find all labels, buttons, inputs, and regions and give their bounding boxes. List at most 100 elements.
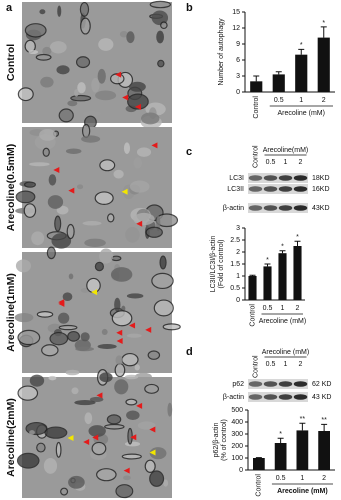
significance: * [296,234,299,241]
row-label: p62 [232,381,244,388]
blot-strip [248,173,308,183]
organelle [15,190,36,204]
organelle [101,328,108,335]
bar [295,54,308,92]
y-tick-label: 500 [231,407,243,414]
organelle [68,273,74,280]
organelle [74,89,79,97]
organelle [137,421,156,430]
x-tick-label: Control [249,304,256,327]
y-tick-label: 3 [236,73,240,80]
error-bar [249,274,256,276]
organelle [71,387,79,395]
organelle [136,147,152,157]
organelle [127,427,133,445]
organelle [151,272,174,290]
bar [250,81,263,92]
band [293,381,308,387]
significance: ** [321,417,327,424]
organelle [159,255,167,270]
organelle [14,312,34,323]
y-tick-label: 0.5 [230,285,240,292]
organelle [28,49,39,55]
band [278,205,293,211]
y-tick-label: 400 [231,419,243,426]
organelle [126,31,135,44]
organelle [55,441,62,458]
organelle [97,68,106,84]
organelle [125,227,140,243]
row-label: β-actin [223,205,244,212]
significance: * [279,431,282,438]
lane-label: 1 [284,361,288,368]
image-label: Arecoline(1mM) [5,273,17,352]
organelle [126,333,142,338]
organelle [68,475,85,489]
organelle [149,0,172,9]
bar [263,266,272,300]
blot-control: Control [252,355,259,378]
organelle [133,157,143,169]
organelle [42,147,50,157]
arrowhead [116,329,123,336]
organelle [65,148,82,154]
organelle [155,213,179,228]
band [263,394,278,400]
organelle [65,369,80,376]
organelle [77,82,86,94]
blot-control: Control [252,145,259,168]
significance: * [266,257,269,264]
y-axis-label: Number of autophagy [218,18,225,86]
organelle [62,292,73,302]
organelle [149,470,165,487]
error-bar [264,263,271,267]
organelle [111,255,122,262]
organelle [121,453,142,460]
x-tick-label: Control [256,474,263,497]
arrowhead [122,94,129,101]
arrowhead [129,322,136,329]
organelle [121,352,139,367]
size-label: 16KD [312,186,330,193]
organelle [88,425,106,437]
error-bar [320,26,327,38]
organelle [124,374,139,380]
organelle [134,364,140,371]
arrowhead [121,188,128,195]
row-label: β-actin [223,394,244,401]
x-axis-label: Arecoline (mM) [277,488,328,495]
y-axis-label: (Fold of control) [218,239,225,288]
organelle [82,110,102,117]
arrowhead [67,434,74,441]
x-tick-label: 1 [299,97,303,104]
organelle [149,447,167,460]
band [278,394,293,400]
x-tick-label: 0.5 [263,305,273,312]
organelle [160,21,168,30]
organelle [67,330,80,342]
organelle [76,184,84,190]
arrowhead [58,300,65,307]
panel-label: c [186,146,192,158]
significance: * [322,20,325,27]
organelle [114,363,126,378]
organelle [75,346,94,352]
organelle [99,159,116,172]
x-axis-label: Arecoline (mM) [278,110,325,117]
y-tick-label: 2 [236,249,240,256]
organelle [43,457,58,474]
organelle [35,53,52,61]
organelle [23,203,37,218]
organelle [67,100,78,107]
organelle [79,1,90,17]
band [248,205,263,211]
lane-label: 1 [284,159,288,166]
y-tick-label: 2.5 [230,237,240,244]
y-axis-label: LC3II/LC3I/β-actin [210,236,217,293]
arrowhead [53,167,60,174]
x-tick-label: Control [253,96,260,119]
band [248,175,263,181]
organelle [40,76,54,88]
organelle [80,17,91,35]
